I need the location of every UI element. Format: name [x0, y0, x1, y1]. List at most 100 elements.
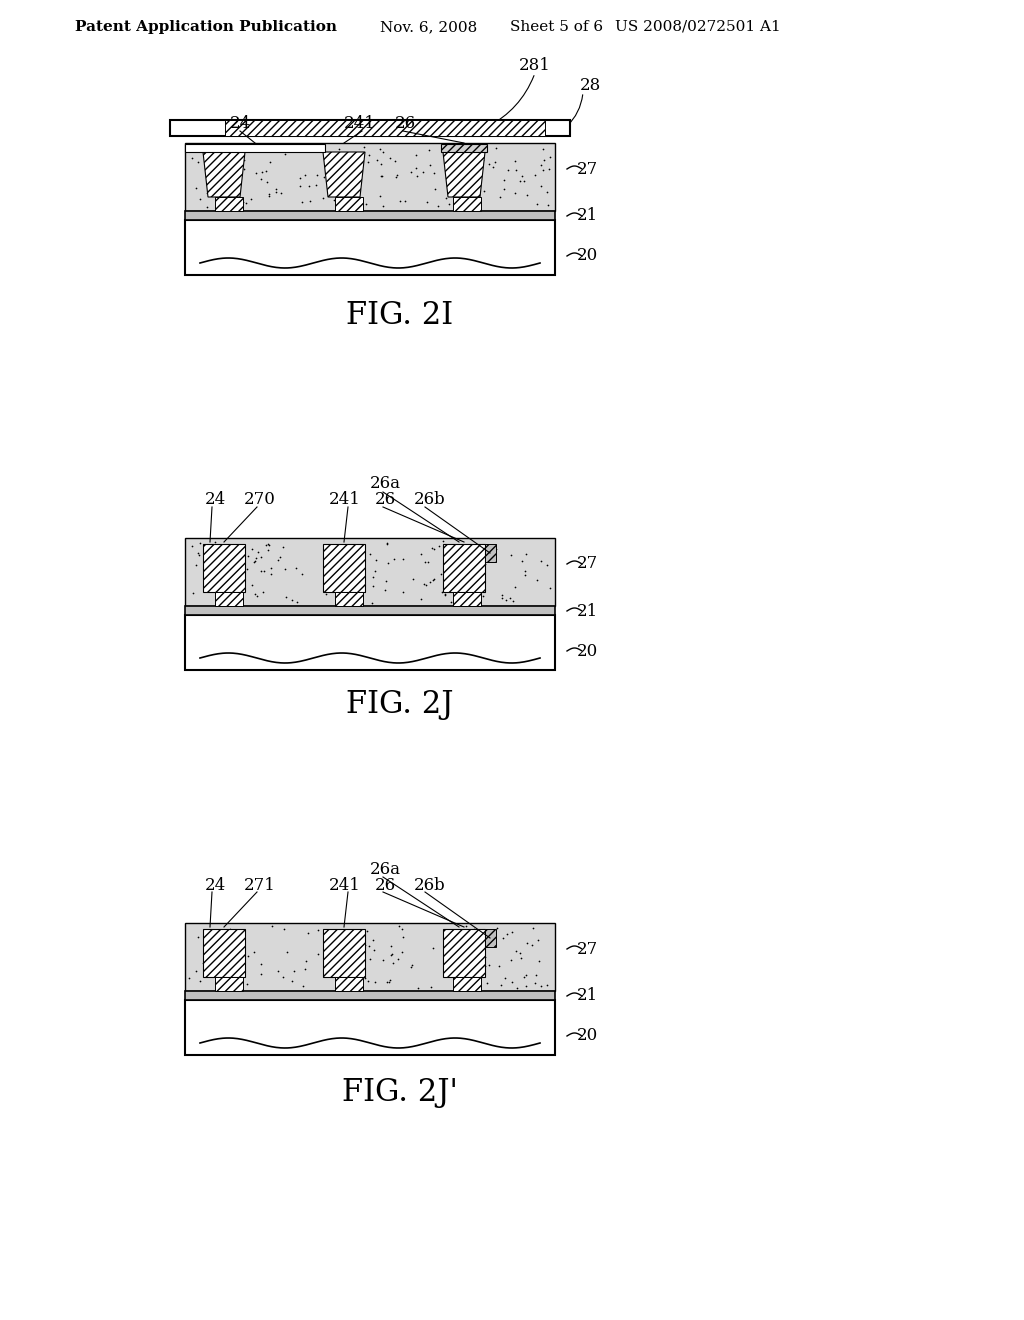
Point — [413, 589, 429, 610]
Point — [307, 176, 324, 197]
Point — [261, 183, 278, 205]
Point — [534, 154, 550, 176]
Bar — [215, 977, 243, 991]
Text: 26: 26 — [394, 116, 416, 132]
Point — [351, 564, 368, 585]
Point — [331, 139, 347, 160]
Point — [500, 160, 516, 181]
Point — [212, 965, 228, 986]
Point — [300, 923, 316, 944]
Point — [246, 550, 262, 572]
Point — [513, 166, 529, 187]
Point — [397, 190, 414, 211]
Point — [216, 572, 232, 593]
Point — [442, 550, 459, 572]
Point — [202, 956, 218, 977]
Point — [424, 537, 440, 558]
Point — [309, 165, 326, 186]
Point — [468, 973, 484, 994]
Point — [382, 969, 398, 990]
Bar — [443, 929, 485, 977]
Point — [414, 543, 430, 564]
Point — [199, 539, 215, 560]
Point — [387, 150, 403, 172]
Point — [437, 164, 454, 185]
Text: 20: 20 — [577, 643, 598, 660]
Point — [408, 144, 424, 165]
Point — [388, 166, 404, 187]
Point — [429, 195, 445, 216]
Point — [347, 925, 364, 946]
Point — [442, 591, 459, 612]
Point — [198, 153, 214, 174]
Point — [508, 160, 524, 181]
Point — [252, 964, 268, 985]
Point — [436, 583, 453, 605]
Point — [379, 532, 395, 553]
Point — [191, 189, 208, 210]
Point — [487, 137, 504, 158]
Point — [497, 968, 513, 989]
Point — [361, 144, 378, 165]
Point — [253, 546, 269, 568]
Point — [507, 941, 523, 962]
Point — [499, 924, 515, 945]
Point — [335, 941, 351, 962]
Point — [262, 137, 279, 158]
Point — [420, 552, 436, 573]
Point — [181, 968, 198, 989]
Point — [275, 919, 292, 940]
Point — [366, 939, 382, 960]
Point — [465, 582, 481, 603]
Point — [267, 182, 284, 203]
Bar — [453, 591, 481, 606]
Point — [259, 172, 275, 193]
Text: 26b: 26b — [414, 491, 445, 508]
Point — [190, 545, 207, 566]
Point — [260, 540, 276, 561]
Point — [307, 136, 324, 157]
Point — [527, 165, 544, 186]
Point — [247, 583, 263, 605]
Point — [344, 157, 360, 178]
Point — [248, 548, 264, 569]
Point — [458, 956, 474, 977]
Point — [453, 974, 469, 995]
Point — [187, 554, 204, 576]
Point — [536, 149, 552, 170]
Text: 21: 21 — [577, 987, 598, 1005]
Point — [443, 183, 460, 205]
Point — [474, 585, 490, 606]
Point — [438, 187, 455, 209]
Text: 271: 271 — [244, 876, 275, 894]
Point — [476, 921, 493, 942]
Point — [525, 917, 542, 939]
Point — [436, 937, 453, 958]
Point — [263, 558, 280, 579]
Bar — [441, 144, 487, 152]
Point — [278, 144, 294, 165]
Point — [383, 944, 399, 965]
Point — [425, 570, 441, 591]
Point — [301, 176, 317, 197]
Point — [496, 927, 512, 948]
Point — [217, 590, 233, 611]
Point — [233, 966, 250, 987]
Point — [457, 189, 473, 210]
Text: FIG. 2J: FIG. 2J — [346, 689, 454, 721]
Text: 20: 20 — [577, 1027, 598, 1044]
Point — [443, 536, 460, 557]
Bar — [203, 544, 245, 591]
Point — [219, 157, 236, 178]
Bar — [453, 977, 481, 991]
Point — [436, 583, 453, 605]
Text: Sheet 5 of 6: Sheet 5 of 6 — [510, 20, 603, 34]
Point — [289, 591, 305, 612]
Point — [208, 153, 224, 174]
Point — [541, 158, 557, 180]
Point — [272, 182, 289, 203]
Point — [257, 161, 273, 182]
Point — [434, 531, 451, 552]
Point — [343, 194, 359, 215]
Point — [253, 561, 269, 582]
